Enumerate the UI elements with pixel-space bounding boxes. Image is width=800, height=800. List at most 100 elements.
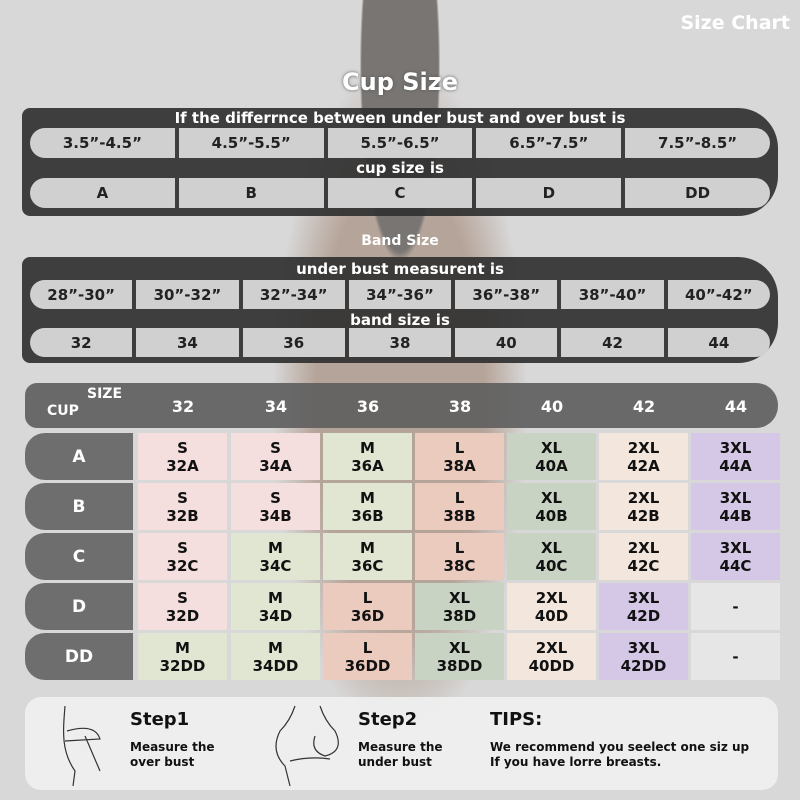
size-letter: XL [540,488,563,507]
size-letter: 3XL [719,438,752,457]
bra-size: 36DD [344,656,391,675]
band-number-cell: 42 [561,328,664,357]
over-bust-illustration-icon [62,705,101,787]
size-cell: - [691,633,780,680]
row-header-cup: D [25,583,133,630]
size-cell: S 32C [138,533,227,580]
size-cell: XL 40C [507,533,596,580]
size-letter: 3XL [719,538,752,557]
bra-size: 32A [166,456,199,475]
bra-size: 42C [627,556,660,575]
size-cell: 3XL 42D [599,583,688,630]
size-cell: M 32DD [138,633,227,680]
size-cell: 3XL 42DD [599,633,688,680]
size-cell: S 32D [138,583,227,630]
cup-letter-cell: C [327,178,473,208]
step1-desc: Measure the over bust [130,740,215,769]
band-number-cell: 40 [455,328,558,357]
column-header: 32 [171,397,195,416]
cup-letter-cell: A [30,178,175,208]
column-header: 34 [264,397,288,416]
size-letter: 2XL [627,438,660,457]
size-cell: M 36A [323,433,412,480]
size-cell: L 38C [415,533,504,580]
bra-size: 42A [627,456,660,475]
size-cell: 3XL 44C [691,533,780,580]
size-letter: 3XL [719,488,752,507]
cup-letter-cell: D [476,178,622,208]
size-cell: M 34D [231,583,320,630]
bra-size: 38C [443,556,476,575]
column-header: 44 [724,397,748,416]
cup-range-cell: 6.5”-7.5” [476,128,622,158]
bra-size: 40DD [528,656,575,675]
row-header-cup: C [25,533,133,580]
size-cell: S 34A [231,433,320,480]
size-cell: 2XL 42C [599,533,688,580]
size-letter: S [177,538,188,557]
size-label: SIZE [87,386,123,402]
bra-size: 32D [165,606,200,625]
cup-label: CUP [47,403,79,419]
size-letter: L [362,638,373,657]
band-number-cell: 36 [242,328,345,357]
size-cell: 2XL 40DD [507,633,596,680]
cup-letter-cell: DD [625,178,770,208]
size-cell: M 36C [323,533,412,580]
size-letter: - [732,647,739,666]
band-number-row: 32 34 36 38 40 42 44 [30,328,770,357]
measure-guide: Step1 Measure the over bust Step2 Measure… [25,697,778,790]
band-number-cell: 44 [667,328,770,357]
size-cell: XL 40A [507,433,596,480]
column-header: 38 [448,397,472,416]
bra-size: 36B [351,506,384,525]
bra-size: 36D [350,606,385,625]
band-range-cell: 28”-30” [30,280,133,309]
size-cell: 3XL 44A [691,433,780,480]
size-letter: M [268,538,283,557]
bra-size: 38D [442,606,477,625]
tips-title: TIPS: [490,709,543,730]
band-range-cell: 32”-34” [242,280,345,309]
bra-size: 36A [351,456,384,475]
bra-size: 40D [534,606,569,625]
cup-range-row: 3.5”-4.5” 4.5”-5.5” 5.5”-6.5” 6.5”-7.5” 7.5”… [30,128,770,158]
bra-size: 40C [535,556,568,575]
tips-text: We recommend you seelect one siz up If yo… [490,740,750,769]
size-letter: M [268,638,283,657]
size-cell: S 34B [231,483,320,530]
row-header-cup: DD [25,633,133,680]
size-letter: XL [540,438,563,457]
bra-size: 38A [443,456,476,475]
column-header: 42 [632,397,656,416]
size-cell: L 36DD [323,633,412,680]
size-letter: 2XL [627,538,660,557]
size-letter: 3XL [627,638,660,657]
cup-range-cell: 3.5”-4.5” [30,128,175,158]
size-letter: S [270,438,281,457]
size-letter: L [454,538,465,557]
column-header: 36 [356,397,380,416]
size-letter: L [454,438,465,457]
size-letter: M [360,438,375,457]
band-range-cell: 40”-42” [667,280,770,309]
bra-size: 34A [259,456,292,475]
size-letter: L [362,588,373,607]
bra-size: 38DD [436,656,483,675]
bra-size: 32C [166,556,199,575]
size-cell: L 38B [415,483,504,530]
bra-size: 32B [166,506,199,525]
size-cell: XL 38D [415,583,504,630]
size-cell: L 38A [415,433,504,480]
row-header-cup: A [25,433,133,480]
step2-title: Step2 [358,709,418,730]
band-size-panel: under bust measurent is 28”-30” 30”-32” 32… [22,257,778,363]
size-cell: XL 38DD [415,633,504,680]
step1-title: Step1 [130,709,190,730]
size-letter: 2XL [535,638,568,657]
size-letter: XL [448,638,471,657]
size-cell: 2XL 42A [599,433,688,480]
size-letter: 3XL [627,588,660,607]
size-letter: S [270,488,281,507]
row-header-cup: B [25,483,133,530]
